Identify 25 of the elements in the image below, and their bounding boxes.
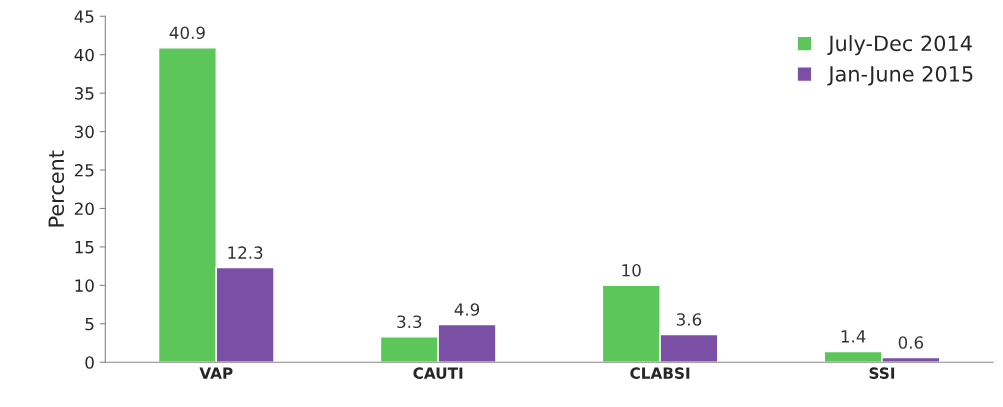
y-tick-label: 35	[74, 87, 94, 100]
legend-label: July-Dec 2014	[827, 35, 972, 56]
y-tick-label: 45	[74, 10, 94, 23]
y-tick-label: 25	[74, 164, 94, 177]
data-label: 1.4	[841, 330, 866, 343]
data-label: 12.3	[228, 246, 263, 259]
y-axis-title: Percent	[48, 150, 65, 227]
x-tick-label: CLABSI	[630, 367, 690, 379]
y-tick-label: 10	[75, 279, 94, 292]
data-label: 40.9	[169, 26, 205, 40]
x-tick-label: VAP	[199, 367, 233, 379]
data-label: 4.9	[454, 303, 480, 316]
x-tick-label: SSI	[869, 367, 895, 379]
y-tick-label: 5	[85, 317, 94, 331]
y-tick-label: 15	[75, 241, 94, 254]
data-label: 3.6	[676, 313, 702, 326]
y-tick-label: 40	[74, 48, 94, 62]
data-label: 10	[622, 263, 641, 277]
legend-label: Jan-June 2015	[827, 65, 973, 86]
data-label: 0.6	[898, 336, 924, 349]
data-label: 3.3	[397, 315, 422, 329]
y-tick-label: 30	[74, 125, 94, 139]
y-tick-label: 20	[74, 202, 94, 216]
y-tick-label: 0	[85, 356, 94, 369]
x-tick-label: CAUTI	[413, 367, 463, 379]
